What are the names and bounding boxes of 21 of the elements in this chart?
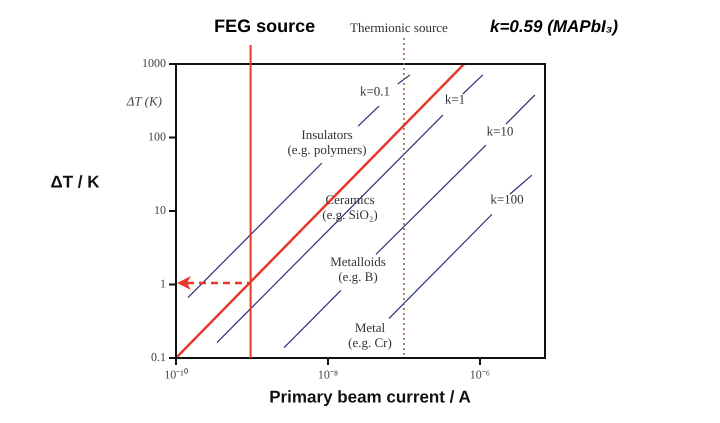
y-tick-label: 10 bbox=[154, 203, 166, 218]
annotation: k=1 bbox=[444, 91, 466, 106]
y-tick-label: 1000 bbox=[142, 56, 166, 70]
annotation: Insulators (e.g. polymers) bbox=[287, 126, 367, 157]
text: k=0.59 (MAPbI₃) bbox=[490, 17, 618, 36]
annotation: k=0.1 bbox=[360, 83, 390, 98]
x-tick-label: 10⁻¹⁰ bbox=[164, 367, 188, 382]
y-axis-title: ΔT / K bbox=[50, 172, 100, 192]
x-tick-label: 10⁻⁶ bbox=[470, 367, 490, 382]
y-tick-label: 0.1 bbox=[151, 350, 166, 364]
x-tick-label: 10⁻⁸ bbox=[318, 367, 338, 382]
ref-line-label: FEG source bbox=[214, 16, 316, 36]
ref-line-label: Thermionic source bbox=[350, 20, 448, 35]
annotation: k=100 bbox=[490, 191, 524, 206]
y-tick-label: 1 bbox=[160, 276, 166, 291]
annotation: Metal (e.g. Cr) bbox=[348, 320, 392, 350]
annotation: Metalloids (e.g. B) bbox=[330, 254, 386, 284]
x-axis-title: Primary beam current / A bbox=[269, 388, 471, 407]
y-tick-label: 100 bbox=[148, 130, 166, 144]
annotation: k=10 bbox=[486, 123, 514, 138]
text: ΔT (K) bbox=[126, 93, 162, 108]
